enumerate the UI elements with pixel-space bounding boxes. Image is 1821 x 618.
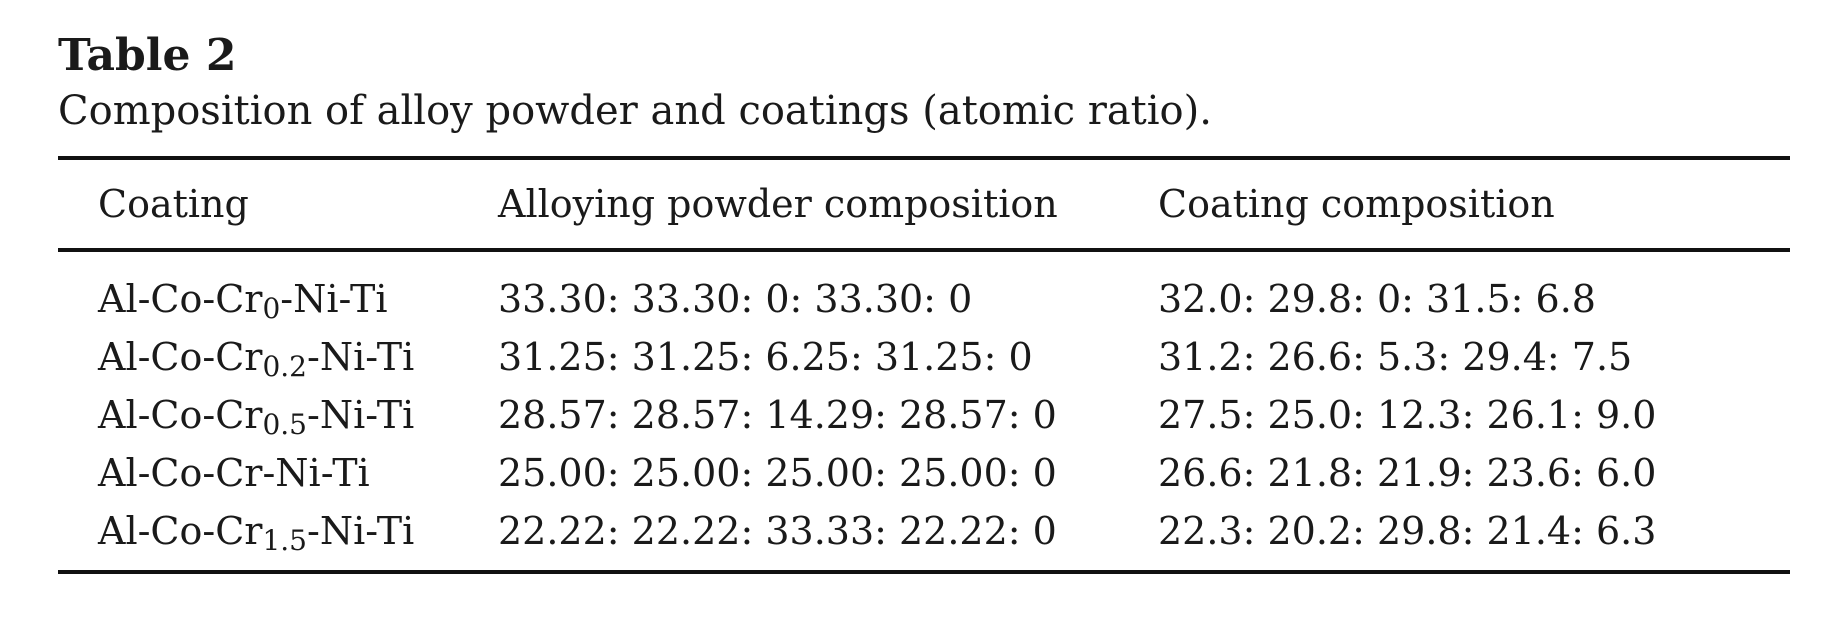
cell-coating-composition: 32.0: 29.8: 0: 31.5: 6.8 (1158, 277, 1596, 321)
table-row: Al-Co-Cr-Ni-Ti 25.00: 25.00: 25.00: 25.0… (58, 444, 1790, 502)
coating-prefix: Al-Co-Cr (98, 393, 263, 437)
coating-suffix: -Ni-Ti (307, 509, 415, 553)
coating-prefix: Al-Co-Cr (98, 277, 263, 321)
cell-coating-composition: 27.5: 25.0: 12.3: 26.1: 9.0 (1158, 393, 1657, 437)
header-coating-composition: Coating composition (1158, 182, 1555, 226)
cell-powder-composition: 25.00: 25.00: 25.00: 25.00: 0 (498, 451, 1057, 495)
coating-prefix: Al-Co-Cr (98, 335, 263, 379)
cell-coating: Al-Co-Cr0-Ni-Ti (58, 250, 498, 328)
cell-coating-composition: 26.6: 21.8: 21.9: 23.6: 6.0 (1158, 451, 1657, 495)
coating-suffix: -Ni-Ti (262, 451, 370, 495)
header-coating: Coating (98, 182, 249, 226)
table-row: Al-Co-Cr0.2-Ni-Ti 31.25: 31.25: 6.25: 31… (58, 328, 1790, 386)
cell-coating: Al-Co-Cr1.5-Ni-Ti (58, 502, 498, 572)
coating-suffix: -Ni-Ti (280, 277, 388, 321)
coating-suffix: -Ni-Ti (307, 335, 415, 379)
table-label: Table 2 (58, 30, 237, 81)
table-row: Al-Co-Cr0.5-Ni-Ti 28.57: 28.57: 14.29: 2… (58, 386, 1790, 444)
coating-suffix: -Ni-Ti (307, 393, 415, 437)
coating-subscript: 0.5 (262, 408, 307, 441)
cell-coating: Al-Co-Cr0.2-Ni-Ti (58, 328, 498, 386)
header-row: Coating Alloying powder composition Coat… (58, 158, 1790, 250)
cell-powder-composition: 22.22: 22.22: 33.33: 22.22: 0 (498, 509, 1057, 553)
coating-subscript: 0 (262, 292, 281, 325)
cell-powder-composition: 31.25: 31.25: 6.25: 31.25: 0 (498, 335, 1033, 379)
coating-prefix: Al-Co-Cr (98, 509, 263, 553)
cell-coating: Al-Co-Cr-Ni-Ti (58, 444, 498, 502)
coating-subscript: 1.5 (262, 524, 307, 557)
table-row: Al-Co-Cr1.5-Ni-Ti 22.22: 22.22: 33.33: 2… (58, 502, 1790, 572)
cell-coating: Al-Co-Cr0.5-Ni-Ti (58, 386, 498, 444)
table-body: Al-Co-Cr0-Ni-Ti 33.30: 33.30: 0: 33.30: … (58, 250, 1790, 572)
table-caption: Composition of alloy powder and coatings… (58, 88, 1212, 134)
cell-coating-composition: 31.2: 26.6: 5.3: 29.4: 7.5 (1158, 335, 1633, 379)
cell-powder-composition: 33.30: 33.30: 0: 33.30: 0 (498, 277, 973, 321)
cell-powder-composition: 28.57: 28.57: 14.29: 28.57: 0 (498, 393, 1057, 437)
cell-coating-composition: 22.3: 20.2: 29.8: 21.4: 6.3 (1158, 509, 1657, 553)
table-row: Al-Co-Cr0-Ni-Ti 33.30: 33.30: 0: 33.30: … (58, 250, 1790, 328)
coating-subscript: 0.2 (262, 350, 307, 383)
coating-prefix: Al-Co-Cr (98, 451, 263, 495)
table-header: Coating Alloying powder composition Coat… (58, 158, 1790, 250)
document: Table 2 Composition of alloy powder and … (58, 28, 1790, 574)
composition-table: Coating Alloying powder composition Coat… (58, 156, 1790, 574)
header-alloying-powder-composition: Alloying powder composition (498, 182, 1058, 226)
